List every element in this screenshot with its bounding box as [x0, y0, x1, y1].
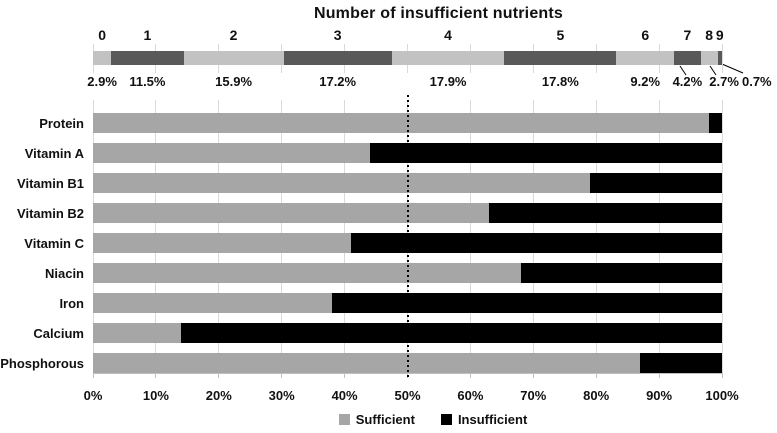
- top-bar-segment: [111, 51, 184, 65]
- bar-sufficient: [93, 113, 710, 133]
- top-gridline: [721, 44, 723, 73]
- top-value-label: 17.9%: [429, 74, 467, 89]
- legend-item-insufficient: Insufficient: [440, 411, 528, 427]
- top-category-label: 2: [229, 27, 238, 43]
- bar-sufficient: [93, 233, 351, 253]
- top-bar-segment: [700, 51, 718, 65]
- leader-line-9: [721, 63, 744, 74]
- x-axis-tick: [281, 373, 283, 378]
- category-label: Phosphorous: [0, 356, 84, 371]
- x-axis-tick: [469, 373, 471, 378]
- fifty-percent-reference-line: [406, 95, 409, 378]
- sufficient-swatch-icon: [338, 413, 350, 425]
- x-axis-tick: [218, 373, 220, 378]
- x-axis-tick: [658, 373, 660, 378]
- top-category-label: 4: [444, 27, 452, 43]
- x-axis-label: 70%: [520, 388, 547, 403]
- bar-insufficient: [589, 173, 722, 193]
- top-category-label: 1: [143, 27, 152, 43]
- top-bar-segment: [504, 51, 617, 65]
- top-category-label: 3: [333, 27, 342, 43]
- legend-item-sufficient: Sufficient: [338, 411, 415, 427]
- x-axis-label: 100%: [705, 388, 739, 403]
- x-axis-label: 30%: [268, 388, 295, 403]
- category-label: Vitamin B1: [17, 176, 84, 191]
- top-value-label: 15.9%: [215, 74, 253, 89]
- insufficient-swatch-icon: [440, 413, 452, 425]
- x-axis-tick: [721, 373, 723, 378]
- top-bar-segment: [674, 51, 701, 65]
- top-bar-segment: [283, 51, 392, 65]
- x-axis-label: 60%: [457, 388, 484, 403]
- bar-sufficient: [93, 293, 333, 313]
- main-gridline: [721, 100, 723, 373]
- top-category-label: 9: [715, 27, 724, 43]
- top-value-label: 11.5%: [129, 74, 166, 89]
- x-axis-label: 50%: [394, 388, 421, 403]
- top-bar-segment: [93, 51, 112, 65]
- x-axis-tick: [155, 373, 157, 378]
- top-value-label: 17.2%: [319, 74, 357, 89]
- top-bar-segment: [717, 51, 722, 65]
- category-label: Vitamin C: [24, 236, 84, 251]
- top-value-label: 2.7%: [709, 74, 739, 89]
- top-category-label: 7: [683, 27, 692, 43]
- top-category-label: 8: [705, 27, 713, 43]
- legend-label-sufficient: Sufficient: [355, 411, 415, 427]
- x-axis-label: 20%: [205, 388, 232, 403]
- x-axis-label: 0%: [83, 388, 103, 403]
- chart-title: Number of insufficient nutrients: [313, 5, 564, 22]
- x-axis-tick: [595, 373, 597, 378]
- bar-insufficient: [489, 203, 722, 223]
- bar-insufficient: [369, 143, 722, 163]
- category-label: Niacin: [44, 266, 84, 281]
- top-category-label: 5: [556, 27, 565, 43]
- top-value-label: 9.2%: [630, 74, 661, 89]
- category-label: Protein: [39, 116, 84, 131]
- bar-insufficient: [520, 263, 722, 283]
- bar-insufficient: [350, 233, 722, 253]
- top-value-label: 4.2%: [672, 74, 703, 89]
- x-axis-tick: [92, 373, 94, 378]
- category-label: Calcium: [33, 326, 84, 341]
- x-axis-label: 80%: [583, 388, 610, 403]
- legend-label-insufficient: Insufficient: [457, 411, 528, 427]
- top-value-label: 0.7%: [741, 74, 772, 89]
- top-bar-segment: [616, 51, 675, 65]
- category-label: Vitamin A: [24, 146, 84, 161]
- bar-sufficient: [93, 203, 490, 223]
- legend: Sufficient Insufficient: [113, 410, 753, 428]
- leader-lines: [679, 63, 744, 76]
- top-category-label: 0: [98, 27, 107, 43]
- x-axis-tick: [344, 373, 346, 378]
- bar-insufficient: [709, 113, 722, 133]
- top-value-label: 2.9%: [87, 74, 117, 89]
- category-label: Vitamin B2: [17, 206, 84, 221]
- top-bar-segment: [391, 51, 505, 65]
- x-axis-label: 40%: [331, 388, 358, 403]
- x-axis-label: 90%: [646, 388, 673, 403]
- x-axis-label: 10%: [142, 388, 169, 403]
- leader-line-8: [709, 65, 717, 76]
- x-axis-tick: [532, 373, 534, 378]
- bar-insufficient: [181, 323, 722, 343]
- bar-sufficient: [93, 323, 182, 343]
- bar-insufficient: [640, 353, 722, 373]
- top-category-label: 6: [641, 27, 650, 43]
- bar-sufficient: [93, 143, 370, 163]
- top-bar-segment: [183, 51, 284, 65]
- category-label: Iron: [59, 296, 84, 311]
- bar-sufficient: [93, 263, 521, 283]
- bar-sufficient: [93, 173, 590, 193]
- leader-line-7: [679, 65, 687, 76]
- bar-insufficient: [332, 293, 722, 313]
- bar-sufficient: [93, 353, 641, 373]
- top-value-label: 17.8%: [541, 74, 579, 89]
